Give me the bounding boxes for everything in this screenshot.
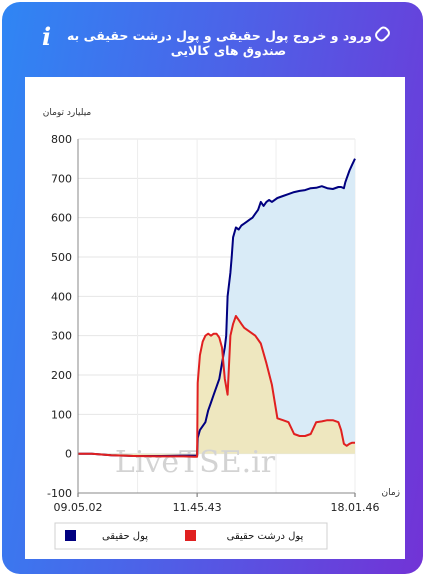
y-tick-label: 100 (51, 408, 72, 421)
series-line-2[interactable] (78, 315, 355, 458)
info-icon[interactable]: i (42, 22, 52, 51)
chart-title: ورود و خروج پول حقیقی و پول درشت حقیقی ب… (54, 24, 403, 58)
chart-title-text: ورود و خروج پول حقیقی و پول درشت حقیقی ب… (66, 28, 373, 58)
legend-label-1[interactable]: پول حقیقی (102, 531, 148, 542)
series-line-1[interactable] (78, 158, 356, 457)
axes: -100 0 100 200 300 400 500 600 700 800 09.05.02 11.… (47, 133, 379, 514)
y-tick-label: 700 (51, 172, 72, 185)
series-areas (78, 158, 355, 457)
x-tick-label: 18.01.46 (331, 501, 380, 514)
legend-swatch-1[interactable] (65, 530, 76, 541)
chart-card: i ورود و خروج پول حقیقی و پول درشت حقیقی… (2, 2, 423, 574)
x-tick-label: 09.05.02 (54, 501, 103, 514)
link-icon[interactable] (373, 24, 393, 44)
y-tick-label: 800 (51, 133, 72, 146)
y-axis-label: میلیارد تومان (43, 108, 92, 118)
legend-label-2[interactable]: پول درشت حقیقی (227, 531, 304, 542)
y-tick-label: 400 (51, 290, 72, 303)
x-tick-label: 11.45.43 (173, 501, 222, 514)
card-header: i ورود و خروج پول حقیقی و پول درشت حقیقی… (2, 20, 423, 70)
series-area-1 (78, 158, 355, 456)
y-tick-label: -100 (47, 487, 72, 500)
y-tick-label: 0 (65, 448, 72, 461)
y-tick-label: 500 (51, 251, 72, 264)
watermark: LiveTSE.ir (115, 445, 276, 480)
legend-swatch-2[interactable] (185, 530, 196, 541)
x-axis-label: زمان (381, 488, 400, 498)
legend: پول حقیقی پول درشت حقیقی (54, 522, 328, 550)
y-tick-label: 300 (51, 330, 72, 343)
y-tick-label: 200 (51, 369, 72, 382)
chart-svg: LiveTSE.ir -100 0 100 200 300 400 500 600 700 800… (43, 108, 400, 550)
chart-panel: LiveTSE.ir -100 0 100 200 300 400 500 600 700 800… (25, 77, 405, 559)
y-tick-label: 600 (51, 212, 72, 225)
series-lines (78, 158, 356, 458)
